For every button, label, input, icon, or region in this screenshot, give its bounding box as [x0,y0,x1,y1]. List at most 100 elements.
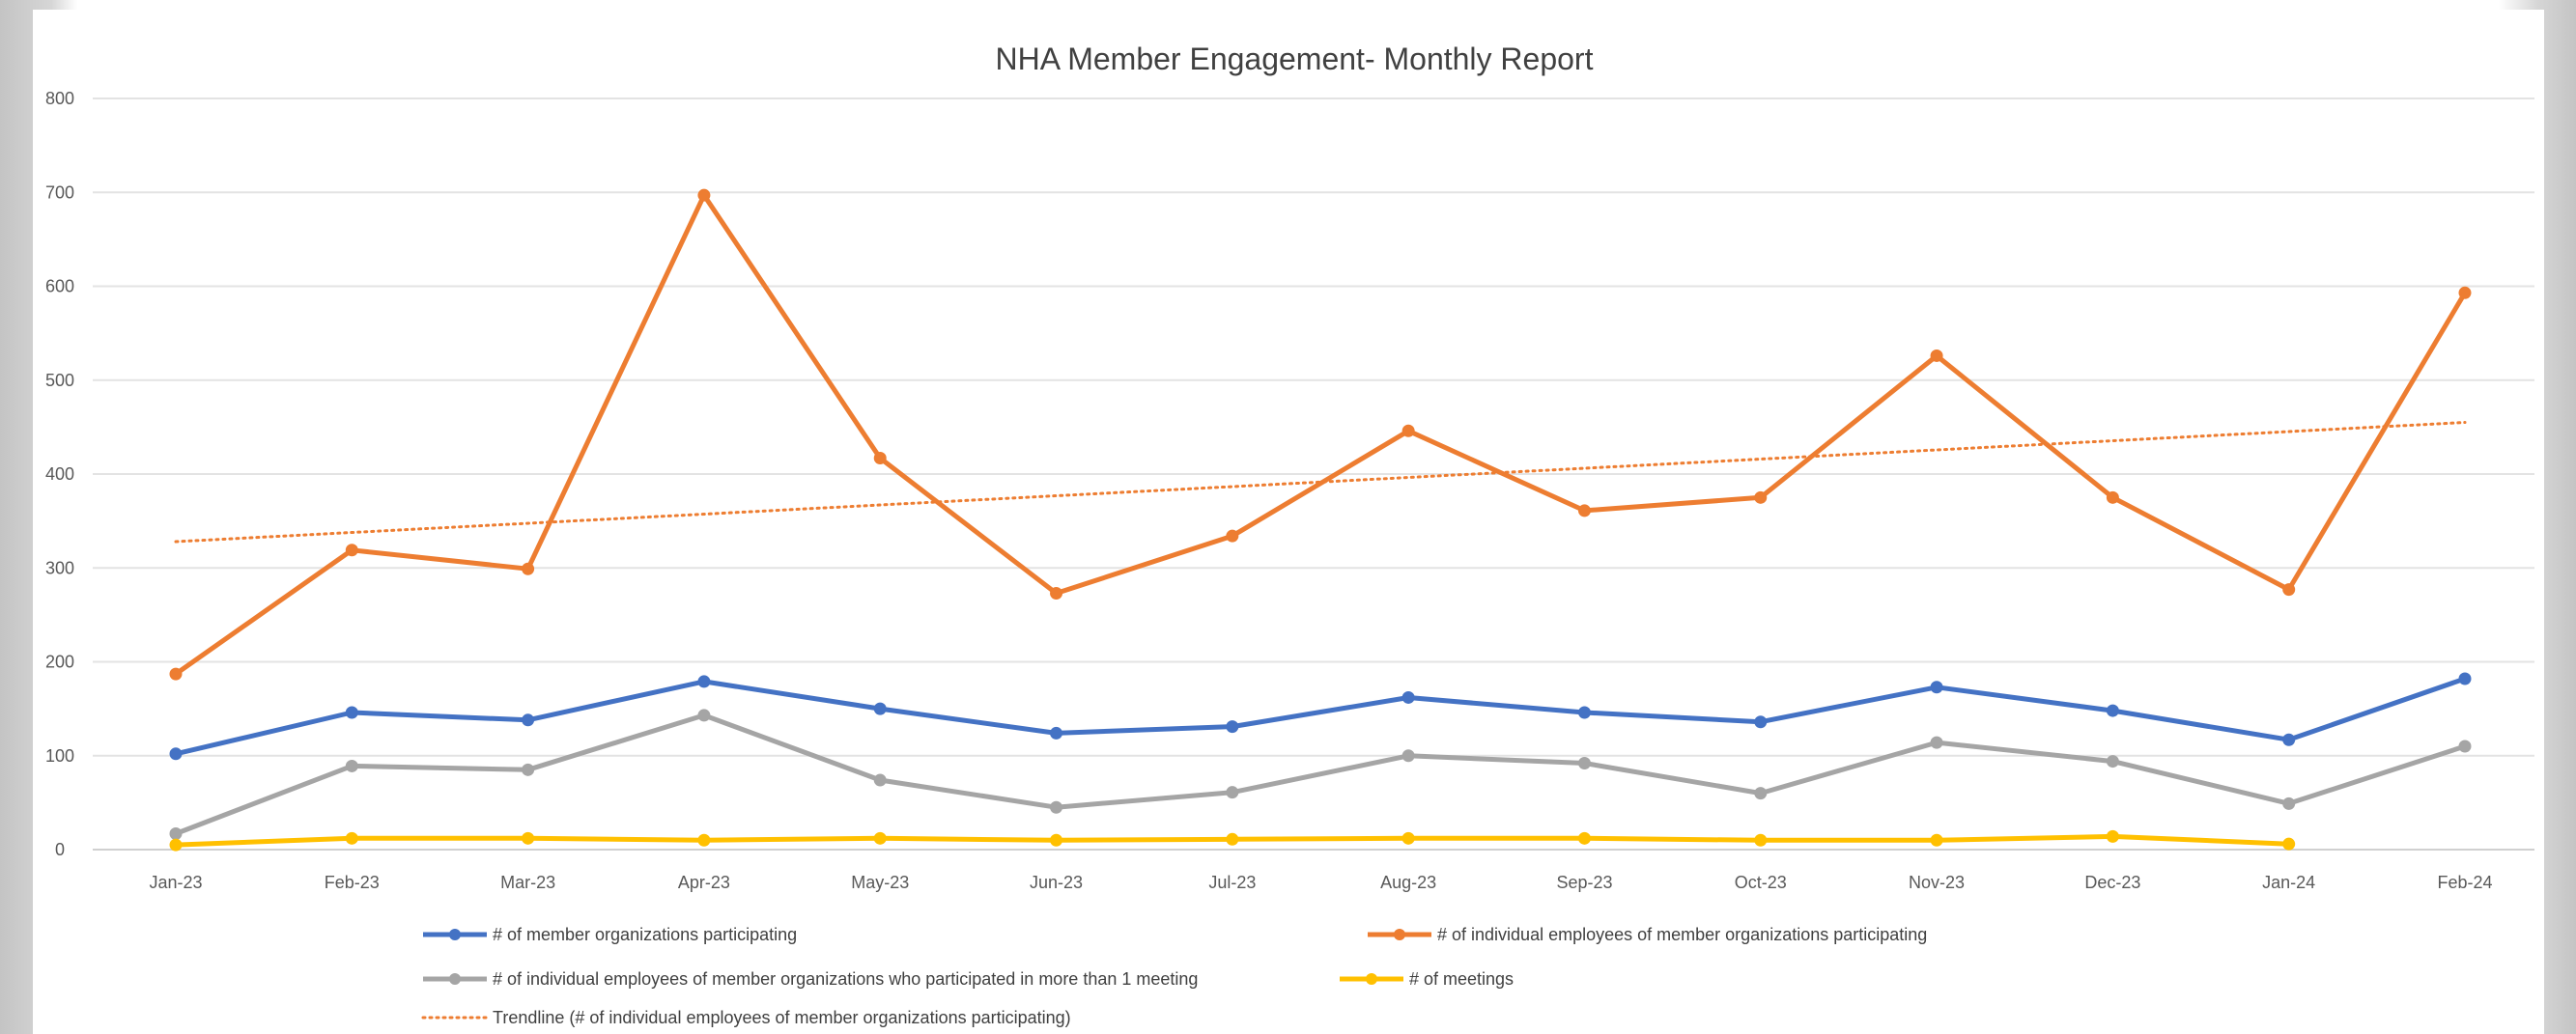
x-axis-tick-labels: Jan-23 Feb-23 Mar-23 Apr-23 May-23 Jun-23 Jul-… [149,873,2492,892]
data-point [169,826,183,840]
x-tick-label: Feb-24 [2437,873,2492,892]
y-tick-label: 700 [45,182,74,202]
legend-item: Trendline (# of individual employees of … [421,1008,1071,1027]
legend-item: # of individual employees of member orga… [1368,925,1927,944]
legend: # of member organizations participating #… [421,925,1927,1027]
data-point [1050,587,1063,601]
data-point [1401,831,1415,845]
data-point [2106,490,2119,504]
data-point [1754,787,1768,800]
data-point [1754,833,1768,847]
data-point [1050,833,1063,847]
legend-marker [449,973,461,985]
data-point [2106,704,2119,717]
data-point [522,831,535,845]
legend-item: # of meetings [1340,969,1514,989]
x-tick-label: Aug-23 [1380,873,1436,892]
data-point [2282,837,2296,851]
data-point [697,188,711,202]
y-axis-tick-labels: 0 100 200 300 400 500 600 700 800 [45,89,74,859]
legend-marker [1366,973,1377,985]
data-point [169,667,183,681]
legend-item: # of member organizations participating [423,925,797,944]
x-tick-label: Oct-23 [1735,873,1787,892]
gridlines [93,98,2534,851]
data-point [1577,706,1591,719]
legend-label: # of individual employees of member orga… [493,969,1198,989]
data-point [1401,749,1415,763]
data-point [1930,349,1943,362]
data-point [1577,504,1591,517]
data-point [2458,672,2472,685]
data-point [697,709,711,722]
data-point [2458,286,2472,299]
legend-item: # of individual employees of member orga… [423,969,1198,989]
y-tick-label: 300 [45,558,74,577]
x-tick-label: Jul-23 [1208,873,1256,892]
data-point [1226,720,1239,734]
data-point [1577,831,1591,845]
data-point [2282,583,2296,597]
y-tick-label: 500 [45,371,74,390]
legend-label: # of member organizations participating [493,925,797,944]
x-tick-label: Jan-23 [149,873,202,892]
data-point [2282,733,2296,746]
data-point [1577,757,1591,770]
data-point [345,706,358,719]
series-3 [169,829,2296,852]
x-tick-label: Sep-23 [1556,873,1612,892]
data-point [2106,755,2119,769]
data-point [873,831,887,845]
data-point [1050,726,1063,740]
data-point [1754,715,1768,729]
data-point [1401,424,1415,437]
data-point [345,544,358,557]
x-tick-label: Feb-23 [325,873,380,892]
series-line [173,713,2468,836]
data-point [697,675,711,688]
data-point [697,833,711,847]
y-tick-label: 200 [45,653,74,672]
x-tick-label: Dec-23 [2084,873,2140,892]
x-tick-label: May-23 [851,873,909,892]
data-point [1226,529,1239,543]
y-tick-label: 0 [55,840,65,859]
data-point [169,747,183,761]
chart-card: NHA Member Engagement- Monthly Report 0 1… [33,10,2544,1034]
legend-marker [1394,929,1405,940]
data-point [522,763,535,776]
y-tick-label: 600 [45,277,74,296]
series-line [173,192,2468,677]
x-tick-label: Jun-23 [1030,873,1083,892]
x-tick-label: Jan-24 [2262,873,2315,892]
data-point [1226,832,1239,846]
data-point [1226,786,1239,799]
series-layer [169,188,2472,852]
series-0 [169,672,2472,761]
data-point [1050,800,1063,814]
data-point [169,838,183,852]
data-point [2458,740,2472,753]
data-point [873,451,887,464]
data-point [2282,796,2296,810]
legend-label: # of individual employees of member orga… [1437,925,1927,944]
line-chart: NHA Member Engagement- Monthly Report 0 1… [45,42,2534,1027]
data-point [873,702,887,715]
series-line [173,676,2468,757]
legend-label: Trendline (# of individual employees of … [493,1008,1071,1027]
x-tick-label: Apr-23 [678,873,730,892]
data-point [345,759,358,772]
data-point [873,773,887,787]
series-2 [169,709,2472,840]
data-point [1930,681,1943,694]
data-point [522,562,535,575]
data-point [1754,490,1768,504]
data-point [345,831,358,845]
data-point [2106,829,2119,843]
y-tick-label: 400 [45,464,74,484]
legend-label: # of meetings [1409,969,1514,989]
data-point [522,713,535,727]
data-point [1401,690,1415,704]
data-point [1930,736,1943,749]
